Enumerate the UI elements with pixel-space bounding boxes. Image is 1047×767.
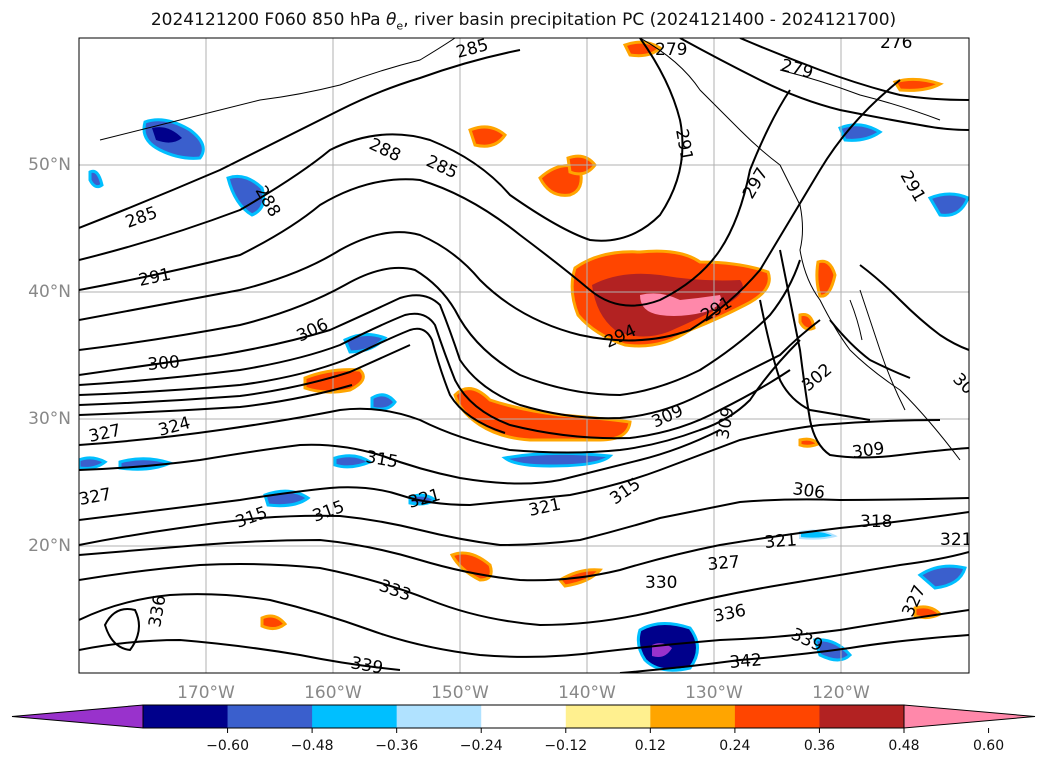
precip-shading-negative [79, 118, 969, 672]
precip-neg-52n-west-core [152, 127, 182, 143]
colorbar-cell [481, 705, 567, 728]
precip-neg-48n [226, 174, 266, 217]
title-theta: θ [386, 10, 397, 30]
colorbar-tick-label: −0.60 [206, 738, 249, 754]
colorbar-cell [650, 705, 736, 728]
precip-neg-16n-east [917, 564, 967, 590]
colorbar-left-extend [11, 704, 144, 729]
map-frame [78, 37, 970, 674]
contour-label: 321 [764, 530, 798, 553]
colorbar-cell [143, 705, 229, 728]
contour-label: 306 [791, 479, 826, 503]
precip-neg-26n-d [501, 451, 614, 468]
map-gridlines [79, 38, 969, 673]
contour-label: 327 [707, 552, 741, 575]
colorbar-tick-label: 0.60 [972, 738, 1005, 754]
lon-label-160w: 160°W [304, 683, 362, 703]
title-rest: , river basin precipitation PC (20241214… [403, 10, 897, 30]
lon-label-130w: 130°W [685, 683, 743, 703]
lat-label-50n: 50°N [28, 155, 71, 175]
precip-blob-28n-east [798, 437, 821, 448]
colorbar [11, 704, 1036, 733]
colorbar-tick-label: 0.36 [803, 738, 836, 754]
colorbar-tick-label: 0.48 [888, 738, 920, 754]
colorbar-tick-label: 0.24 [719, 738, 751, 754]
contour-label: 276 [880, 33, 912, 53]
colorbar-tick-label: −0.12 [544, 738, 588, 754]
figure-title: 2024121200 F060 850 hPa θe, river basin … [0, 10, 1047, 32]
colorbar-frame [142, 704, 905, 729]
contour-label: 309 [851, 439, 886, 463]
contour-label: 318 [860, 512, 892, 532]
contour-label: 339 [349, 653, 384, 678]
precip-neg-49n [88, 169, 104, 189]
colorbar-cell [565, 705, 651, 728]
colorbar-tick-label: 0.12 [634, 738, 666, 754]
colorbar-cell [227, 705, 313, 728]
contour-label: 342 [729, 650, 763, 673]
precip-blob-12n [260, 614, 288, 631]
colorbar-cell [312, 705, 398, 728]
map-plot-area: 285 285 285 288 288 279 276 279 291 291 … [79, 33, 972, 678]
colorbar-cell [396, 705, 482, 728]
lon-label-120w: 120°W [812, 683, 870, 703]
lon-label-150w: 150°W [431, 683, 489, 703]
lat-label-40n: 40°N [28, 282, 71, 302]
lat-label-20n: 20°N [28, 536, 71, 556]
theta-e-contours [79, 38, 969, 673]
colorbar-cells [143, 705, 905, 728]
map-background [79, 38, 969, 673]
colorbar-tick-label: −0.24 [459, 738, 503, 754]
lat-label-30n: 30°N [28, 409, 71, 429]
contour-label: 321 [940, 530, 972, 550]
precip-blob-coast-b [798, 313, 816, 331]
colorbar-cell [734, 705, 820, 728]
title-subscript: e [396, 19, 404, 33]
precip-blob-band-30n [453, 387, 632, 442]
contour-label: 330 [645, 573, 677, 593]
colorbar-tick-label: −0.48 [290, 738, 334, 754]
coastlines [99, 38, 961, 461]
precip-blob-56n-east [892, 77, 944, 92]
precip-blob-52n [468, 125, 507, 148]
precip-neg-26n-c [333, 454, 374, 469]
colorbar-tick-label: −0.36 [375, 738, 419, 754]
precip-neg-31n [370, 393, 397, 411]
colorbar-cell [819, 705, 905, 728]
colorbar-right-extend [903, 704, 1036, 729]
precip-neg-48n-east [927, 192, 969, 217]
lon-label-140w: 140°W [558, 683, 616, 703]
contour-label: 300 [147, 352, 181, 375]
lon-label-170w: 170°W [177, 683, 235, 703]
precip-blob-58n [622, 40, 663, 58]
precip-neg-26n-a [79, 456, 108, 470]
colorbar-ticks [227, 728, 990, 733]
contour-label: 279 [655, 40, 687, 60]
title-main: 2024121200 F060 850 hPa [150, 10, 386, 30]
